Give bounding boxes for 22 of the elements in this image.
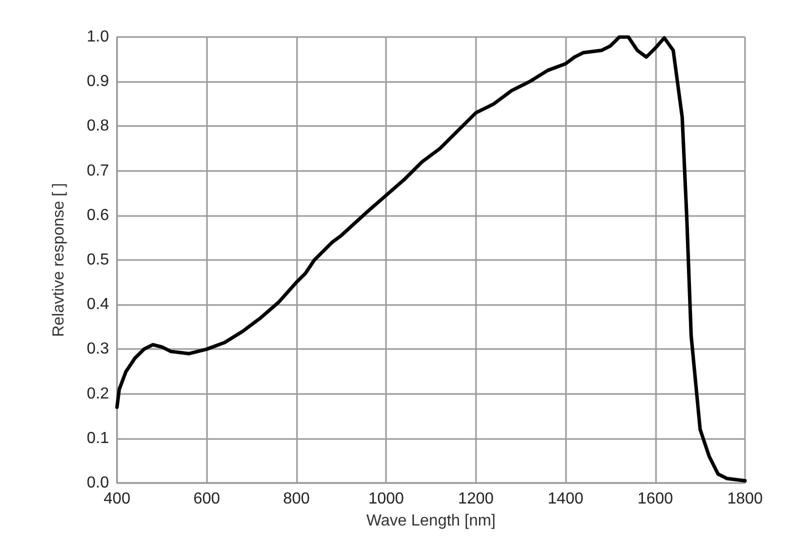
line-series: [115, 35, 747, 483]
x-tick-label: 800: [283, 490, 310, 508]
y-tick-label: 0.7: [86, 162, 110, 180]
x-tick-label: 1600: [637, 490, 674, 508]
x-tick-label: 1200: [458, 490, 494, 508]
y-tick-label: 0.3: [86, 340, 110, 358]
x-tick-label: 1800: [727, 490, 763, 508]
y-tick-label: 0.1: [86, 430, 110, 447]
x-tick-label: 400: [104, 490, 130, 508]
y-tick-label: 0.5: [86, 252, 110, 268]
y-tick-label: 0.4: [86, 296, 110, 314]
y-tick-label: 0.0: [86, 474, 110, 492]
y-axis-title: Relavtive response [ ]: [50, 183, 68, 337]
y-tick-label: 0.2: [86, 385, 110, 402]
y-tick-label: 0.8: [86, 118, 110, 135]
y-tick-label: 0.9: [86, 73, 110, 90]
x-tick-label: 600: [193, 490, 220, 508]
x-axis-title: Wave Length [nm]: [366, 512, 496, 530]
x-tick-label: 1400: [548, 490, 584, 508]
y-tick-label: 1.0: [86, 28, 110, 46]
x-tick-label: 1000: [368, 490, 404, 508]
y-tick-label: 0.6: [86, 206, 110, 224]
